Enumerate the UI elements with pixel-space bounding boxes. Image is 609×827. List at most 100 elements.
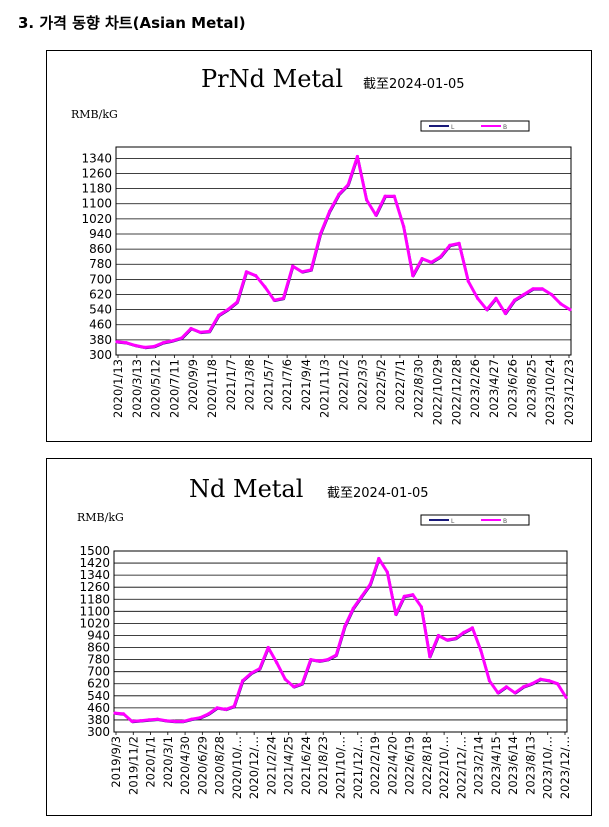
chart-date-note: 截至2024-01-05 [327,486,429,501]
y-tick-label: 700 [87,665,110,679]
y-tick-label: 380 [89,333,112,347]
legend-entry-label: L [451,518,455,525]
data-point [198,716,202,720]
data-point [513,691,517,695]
data-point [249,671,253,675]
data-point [568,308,572,312]
x-tick-label: 2022/5/2 [374,359,388,411]
x-tick-label: 2022/2/19 [368,736,382,795]
x-tick-label: 2023/6/14 [506,736,520,795]
data-point [479,649,483,653]
data-point [346,183,350,187]
data-point [402,224,406,228]
y-axis-label: RMB/kG [71,108,118,121]
y-tick-label: 860 [87,641,110,655]
y-tick-label: 780 [89,257,112,271]
legend-box [420,120,530,132]
x-tick-label: 2023/8/13 [523,736,537,795]
x-tick-label: 2020/1/1 [144,736,158,788]
x-tick-label: 2022/7/1 [393,359,407,411]
legend-entry-label: L [451,124,455,131]
x-tick-label: 2022/6/19 [403,736,417,795]
data-point [429,260,433,264]
x-tick-label: 2020/1/13 [111,359,125,418]
y-tick-label: 1260 [79,580,110,594]
y-axis-label: RMB/kG [77,511,124,524]
data-point [272,298,276,302]
x-tick-label: 2020/4/30 [178,736,192,795]
data-point [457,241,461,245]
x-tick-label: 2021/1/7 [224,359,238,411]
data-point [466,279,470,283]
x-tick-label: 2020/5/12 [149,359,163,418]
data-point [133,343,138,348]
data-point [374,213,378,217]
data-point [402,594,406,598]
data-point [453,636,457,641]
data-point [383,194,387,198]
x-tick-label: 2020/8/28 [213,736,227,795]
data-point [428,655,432,659]
y-tick-label: 1340 [79,568,110,582]
data-point [485,308,489,312]
data-point [143,345,147,349]
x-tick-label: 2023/4/15 [489,736,503,795]
data-point [235,300,239,304]
y-tick-label: 620 [87,677,110,691]
data-point [377,556,381,561]
data-point [309,268,313,272]
y-tick-label: 1100 [81,197,112,211]
data-point [436,633,440,638]
series-line-b [115,155,572,349]
data-point [503,311,507,315]
data-point [530,682,534,686]
y-tick-label: 540 [89,303,112,317]
data-point [207,329,211,333]
x-tick-label: 2023/8/25 [524,359,538,418]
y-tick-label: 540 [87,689,110,703]
data-point [328,209,332,213]
x-tick-label: 2020/3/13 [130,359,144,418]
data-point [540,287,544,291]
data-point [181,719,185,723]
x-tick-label: 2023/2/14 [472,736,486,795]
data-point [448,243,452,247]
data-point [283,677,287,681]
y-tick-label: 300 [89,348,112,362]
y-tick-label: 780 [87,653,110,667]
data-point [411,274,415,278]
x-tick-label: 2021/7/6 [280,359,294,411]
y-tick-label: 1100 [79,604,110,618]
chart-date-note: 截至2024-01-05 [363,77,465,92]
data-point [326,658,330,662]
data-point [113,711,117,715]
x-tick-label: 2023/12/… [558,736,572,799]
data-point [411,593,415,597]
x-tick-label: 2021/5/7 [261,359,275,411]
y-tick-label: 1260 [81,166,112,180]
data-point [351,606,355,610]
x-tick-label: 2021/2/24 [264,736,278,795]
data-point [147,718,151,722]
x-tick-label: 2023/10/… [541,736,555,799]
data-point [263,285,267,289]
data-point [547,679,551,683]
data-point [564,695,568,699]
data-point [217,313,221,317]
y-tick-label: 1180 [79,592,110,606]
data-point [130,719,134,723]
data-point [258,667,262,671]
legend-box [420,514,530,526]
data-point [462,630,466,634]
data-point [470,626,474,630]
y-tick-label: 700 [89,272,112,286]
y-tick-label: 1500 [79,544,110,558]
data-point [392,194,396,198]
data-point [226,308,230,312]
data-point [385,570,389,574]
data-point [254,274,258,278]
data-point [445,638,449,642]
data-point [138,719,143,723]
data-point [232,704,236,708]
